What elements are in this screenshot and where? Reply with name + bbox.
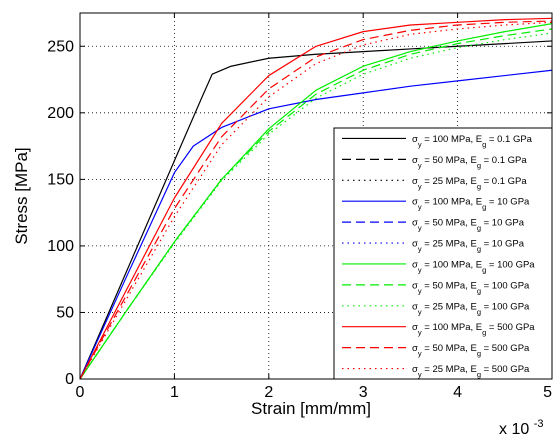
- legend-entry-label: σy = 25 MPa, Eg = 500 GPa: [412, 364, 530, 379]
- series-line-9: [79, 17, 553, 380]
- legend-entry-label: σy = 100 MPa, Eg = 0.1 GPa: [412, 134, 533, 149]
- y-tick-label: 150: [47, 171, 74, 188]
- x-tick-label: 1: [170, 384, 179, 401]
- series-line-0: [79, 40, 553, 380]
- x-multiplier-exponent: -3: [534, 418, 544, 430]
- x-tick-label: 3: [359, 384, 368, 401]
- y-tick-label: 100: [47, 238, 74, 255]
- series-line-10: [79, 20, 553, 380]
- x-axis-multiplier: x 10 -3: [499, 418, 543, 438]
- series-line-11: [79, 21, 553, 380]
- x-tick-label: 2: [264, 384, 273, 401]
- x-tick-label: 4: [453, 384, 462, 401]
- y-tick-label: 50: [56, 304, 74, 321]
- x-multiplier-base: x 10: [499, 421, 529, 438]
- y-axis-label: Stress [MPa]: [12, 147, 31, 244]
- legend-box: [333, 127, 553, 380]
- series-line-3: [79, 69, 553, 380]
- y-tick-label: 0: [65, 371, 74, 388]
- legend-entry-label: σy = 50 MPa, Eg = 100 GPa: [412, 280, 530, 295]
- legend-entry-label: σy = 50 MPa, Eg = 0.1 GPa: [412, 155, 527, 170]
- x-tick-label: 0: [76, 384, 85, 401]
- data-series: [79, 17, 553, 380]
- y-tick-label: 250: [47, 38, 74, 55]
- legend-entry-label: σy = 100 MPa, Eg = 100 GPa: [412, 259, 535, 274]
- legend-entry-label: σy = 25 MPa, Eg = 100 GPa: [412, 301, 530, 316]
- y-tick-label: 200: [47, 105, 74, 122]
- legend-entry-label: σy = 100 MPa, Eg = 500 GPa: [412, 322, 535, 337]
- x-axis-label: Strain [mm/mm]: [251, 399, 371, 418]
- legend-entry-label: σy = 50 MPa, Eg = 10 GPa: [412, 218, 525, 233]
- series-line-7: [79, 28, 553, 380]
- legend-entry-label: σy = 100 MPa, Eg = 10 GPa: [412, 197, 530, 212]
- series-line-8: [79, 32, 553, 380]
- x-tick-label: 5: [543, 384, 552, 401]
- legend: σy = 100 MPa, Eg = 0.1 GPa σy = 50 MPa, E…: [333, 127, 553, 380]
- legend-entry-label: σy = 25 MPa, Eg = 0.1 GPa: [412, 176, 527, 191]
- legend-entry-label: σy = 50 MPa, Eg = 500 GPa: [412, 343, 530, 358]
- legend-entry-label: σy = 25 MPa, Eg = 10 GPa: [412, 239, 525, 254]
